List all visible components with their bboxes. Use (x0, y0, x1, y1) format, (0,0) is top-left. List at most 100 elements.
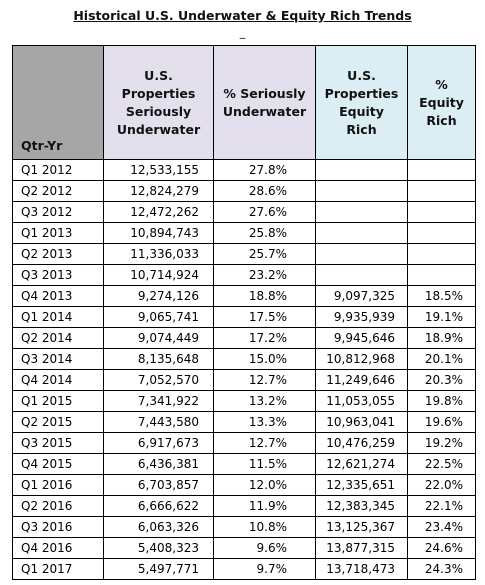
row: Q3 2012 12,472,262 27.6% (12, 201, 476, 223)
row: Q2 2016 6,666,622 11.9% 12,383,345 22.1% (12, 495, 476, 517)
table-body: Q1 2012 12,533,155 27.8% Q2 2012 12,824,279 2… (12, 159, 476, 580)
cell (315, 222, 408, 244)
row: Q1 2017 5,497,771 9.7% 13,718,473 24.3% (12, 558, 476, 580)
cell: 22.5% (407, 453, 476, 475)
cell: 10,476,259 (315, 432, 408, 454)
cell: 5,497,771 (103, 558, 214, 580)
row: Q3 2016 6,063,326 10.8% 13,125,367 23.4% (12, 516, 476, 538)
cell: 9,274,126 (103, 285, 214, 307)
cell: 9.7% (213, 558, 316, 580)
cell: 11,053,055 (315, 390, 408, 412)
cell: 7,341,922 (103, 390, 214, 412)
row: Q3 2015 6,917,673 12.7% 10,476,259 19.2% (12, 432, 476, 454)
cell: 12,824,279 (103, 180, 214, 202)
header-line: U.S. (347, 67, 376, 83)
header-line: Qtr-Yr (21, 138, 63, 153)
cell: Q4 2014 (12, 369, 104, 391)
header-line: Underwater (116, 121, 201, 137)
header-line: Underwater (222, 103, 307, 119)
row: Q4 2014 7,052,570 12.7% 11,249,646 20.3% (12, 369, 476, 391)
cell: Q3 2014 (12, 348, 104, 370)
header-line: Equity Rich (339, 103, 384, 137)
row: Q4 2013 9,274,126 18.8% 9,097,325 18.5% (12, 285, 476, 307)
row: Q1 2013 10,894,743 25.8% (12, 222, 476, 244)
row: Q2 2013 11,336,033 25.7% (12, 243, 476, 265)
cell: 24.3% (407, 558, 476, 580)
cell: 13,718,473 (315, 558, 408, 580)
row: Q2 2012 12,824,279 28.6% (12, 180, 476, 202)
cell: 11,249,646 (315, 369, 408, 391)
cell: Q2 2014 (12, 327, 104, 349)
cell: 11,336,033 (103, 243, 214, 265)
cell: 9.6% (213, 537, 316, 559)
column-header: Qtr-Yr (12, 45, 104, 160)
row: Q1 2014 9,065,741 17.5% 9,935,939 19.1% (12, 306, 476, 328)
cell: Q1 2015 (12, 390, 104, 412)
cell: 11.9% (213, 495, 316, 517)
cell: 17.2% (213, 327, 316, 349)
cell: 15.0% (213, 348, 316, 370)
cell (315, 243, 408, 265)
cell: 10.8% (213, 516, 316, 538)
cell: 25.7% (213, 243, 316, 265)
cell: Q1 2017 (12, 558, 104, 580)
row: Q3 2013 10,714,924 23.2% (12, 264, 476, 286)
cell (315, 201, 408, 223)
cell: 9,935,939 (315, 306, 408, 328)
title: Historical U.S. Underwater & Equity Rich… (73, 8, 412, 23)
cell: 12,335,651 (315, 474, 408, 496)
cell: 19.8% (407, 390, 476, 412)
cell: Q2 2013 (12, 243, 104, 265)
cell: 17.5% (213, 306, 316, 328)
table: Qtr-Yr U.S. Properties Seriously Underwater%… (12, 45, 476, 580)
cell: 25.8% (213, 222, 316, 244)
row: Q1 2015 7,341,922 13.2% 11,053,055 19.8% (12, 390, 476, 412)
cell: Q1 2013 (12, 222, 104, 244)
cell: 19.6% (407, 411, 476, 433)
column-header: U.S. Properties Equity Rich (315, 45, 408, 160)
cell: Q2 2016 (12, 495, 104, 517)
cell: 20.1% (407, 348, 476, 370)
cell: 8,135,648 (103, 348, 214, 370)
column-header: % Seriously Underwater (213, 45, 316, 160)
cell: 10,894,743 (103, 222, 214, 244)
cell: Q1 2014 (12, 306, 104, 328)
cell: 11.5% (213, 453, 316, 475)
cell: Q2 2015 (12, 411, 104, 433)
cell: 9,097,325 (315, 285, 408, 307)
row: Q4 2015 6,436,381 11.5% 12,621,274 22.5% (12, 453, 476, 475)
cell: Q3 2015 (12, 432, 104, 454)
cell: Q3 2013 (12, 264, 104, 286)
cell: 6,436,381 (103, 453, 214, 475)
cell (407, 243, 476, 265)
cell (407, 159, 476, 181)
column-header: U.S. Properties Seriously Underwater (103, 45, 214, 160)
header-line: % (435, 76, 448, 92)
cell: 27.8% (213, 159, 316, 181)
cell: 9,945,646 (315, 327, 408, 349)
cell: 12,533,155 (103, 159, 214, 181)
cell (407, 201, 476, 223)
column-header: % Equity Rich (407, 45, 476, 160)
cell: 18.5% (407, 285, 476, 307)
cell: 12,472,262 (103, 201, 214, 223)
header-line: % Seriously (223, 85, 306, 101)
cell: 12.7% (213, 432, 316, 454)
cell: 10,812,968 (315, 348, 408, 370)
cell: 6,666,622 (103, 495, 214, 517)
cell: 12.7% (213, 369, 316, 391)
cell: 22.0% (407, 474, 476, 496)
header-line: Equity (419, 94, 464, 110)
cell: 23.2% (213, 264, 316, 286)
cell: Q4 2016 (12, 537, 104, 559)
cell: Q4 2015 (12, 453, 104, 475)
cell: 7,443,580 (103, 411, 214, 433)
cell: Q1 2012 (12, 159, 104, 181)
cell: 13.2% (213, 390, 316, 412)
cell: 9,065,741 (103, 306, 214, 328)
cell: Q4 2013 (12, 285, 104, 307)
cell: 20.3% (407, 369, 476, 391)
cell: Q3 2012 (12, 201, 104, 223)
cell: Q3 2016 (12, 516, 104, 538)
cell: 19.2% (407, 432, 476, 454)
